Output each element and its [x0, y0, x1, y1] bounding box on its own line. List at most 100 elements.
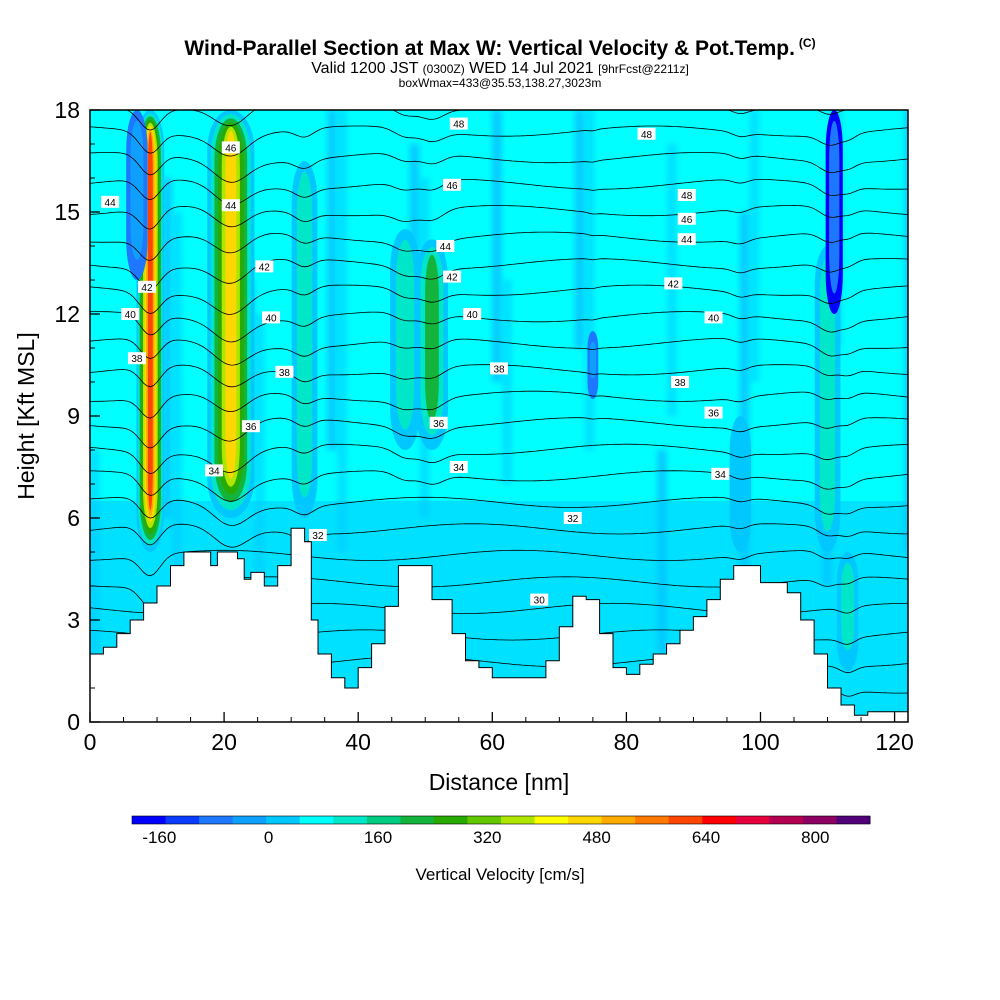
- contour-label-text: 44: [440, 242, 452, 253]
- contour-label-text: 44: [681, 235, 693, 246]
- theta-contour-line: [90, 523, 908, 548]
- contour-label: 32: [563, 512, 582, 525]
- field-band: [868, 110, 878, 450]
- contour-label-bg: [677, 189, 696, 201]
- contour-label-text: 46: [447, 181, 459, 192]
- colorbar-swatch: [501, 816, 536, 824]
- colorbar-tick-label: 480: [582, 828, 610, 847]
- theta-contour-line: [90, 470, 908, 502]
- theta-contour-line: [90, 284, 908, 315]
- contour-label-text: 48: [453, 120, 465, 131]
- field-band: [904, 110, 908, 552]
- theta-contour-line: [90, 311, 908, 343]
- contour-label-text: 34: [453, 463, 465, 474]
- contour-label-text: 40: [125, 310, 137, 321]
- updraft-mark: [819, 256, 836, 532]
- contour-label-text: 44: [225, 201, 237, 212]
- contour-label-bg: [221, 199, 240, 212]
- colorbar-swatch: [400, 816, 435, 824]
- contour-label-bg: [449, 117, 468, 130]
- contour-label: 40: [704, 311, 723, 324]
- theta-contour-line: [125, 110, 848, 131]
- contour-label-bg: [530, 593, 549, 606]
- valid-zulu: (0300Z): [422, 62, 465, 76]
- theta-contour-line: [90, 390, 908, 419]
- contour-label-text: 38: [674, 378, 686, 389]
- x-axis-label: Distance [nm]: [429, 769, 570, 795]
- contour-label-text: 48: [641, 130, 653, 141]
- theta-contour-line: [90, 496, 908, 526]
- contour-label: 38: [127, 352, 146, 365]
- contour-label: 34: [205, 464, 224, 477]
- contour-label-bg: [241, 420, 260, 433]
- contour-label-bg: [711, 467, 730, 480]
- y-axis-label: Height [Kft MSL]: [13, 332, 39, 499]
- contour-label-text: 40: [265, 313, 277, 324]
- contour-label-bg: [671, 376, 690, 388]
- colorbar-swatch: [769, 816, 804, 824]
- contour-label-text: 46: [225, 143, 237, 154]
- contour-label: 42: [137, 280, 156, 294]
- colorbar-swatch: [366, 816, 401, 824]
- contour-label-text: 36: [245, 422, 257, 433]
- contour-label-bg: [221, 141, 240, 154]
- terrain: [89, 527, 909, 723]
- field-band: [785, 280, 796, 484]
- y-tick-label: 18: [54, 97, 80, 123]
- contour-label-bg: [637, 127, 656, 140]
- contour-label-text: 38: [131, 354, 143, 365]
- contour-labels: 48 48 48 46 46 46 44 44 44 44 42 42 42 42 40 40 40 40 38 38…: [101, 117, 730, 607]
- x-tick-label: 100: [741, 729, 779, 755]
- colorbar-tick-label: 640: [692, 828, 720, 847]
- contour-label: 40: [121, 308, 140, 321]
- x-tick-label: 80: [614, 729, 640, 755]
- colorbar-swatch: [668, 816, 703, 824]
- y-tick-label: 0: [67, 709, 80, 735]
- y-tick-label: 3: [67, 607, 80, 633]
- contour-label-bg: [121, 308, 140, 320]
- x-tick-label: 120: [875, 729, 913, 755]
- x-tick-label: 0: [84, 729, 97, 755]
- contour-label-bg: [262, 311, 281, 324]
- field-band: [162, 178, 172, 518]
- contour-label-text: 38: [279, 368, 291, 379]
- copyright-mark: (C): [798, 36, 816, 50]
- contour-label: 38: [275, 365, 294, 379]
- y-tick-label: 12: [54, 301, 80, 327]
- contour-label-text: 48: [681, 191, 693, 202]
- field-band: [749, 110, 760, 382]
- contour-label-text: 34: [715, 470, 727, 481]
- colorbar-swatch: [433, 816, 468, 824]
- x-tick-label: 40: [345, 729, 371, 755]
- contour-label: 38: [490, 362, 508, 375]
- colorbar-swatch: [635, 816, 670, 824]
- contour-label-bg: [664, 277, 683, 290]
- contour-label-bg: [704, 311, 723, 324]
- contour-label-bg: [255, 260, 274, 273]
- updraft-mark: [729, 416, 752, 552]
- theta-contour-line: [90, 152, 908, 183]
- field-band: [126, 144, 136, 416]
- contour-label: 48: [637, 127, 656, 141]
- contour-label: 36: [241, 420, 260, 433]
- contour-label: 44: [101, 195, 120, 209]
- contour-label-text: 38: [493, 364, 505, 375]
- y-tick-label: 9: [67, 403, 80, 429]
- field-band: [621, 110, 631, 552]
- contour-label-bg: [490, 362, 508, 375]
- theta-contour-line: [90, 231, 908, 261]
- contour-label: 42: [664, 277, 683, 290]
- contour-label-text: 42: [259, 262, 271, 273]
- field-band: [584, 110, 595, 450]
- contour-label-bg: [443, 270, 462, 283]
- contour-label-text: 46: [681, 215, 693, 226]
- colorbar-swatch: [735, 816, 770, 824]
- downdraft-mark: [589, 341, 597, 379]
- contour-label-text: 30: [534, 596, 546, 607]
- contour-label: 46: [677, 212, 696, 226]
- colorbar-swatch: [802, 816, 837, 824]
- field-band: [172, 212, 182, 620]
- contour-label-bg: [101, 195, 120, 208]
- chart-title-text: Wind-Parallel Section at Max W: Vertical…: [184, 37, 795, 60]
